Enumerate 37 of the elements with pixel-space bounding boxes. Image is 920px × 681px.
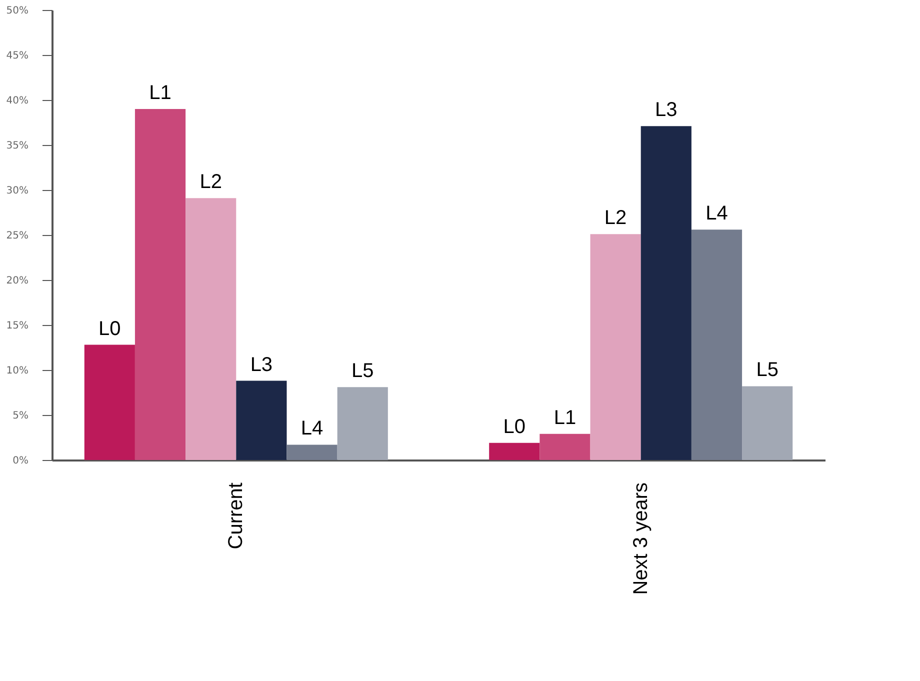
series-label: L4 — [300, 418, 324, 440]
series-label: L5 — [351, 360, 374, 382]
text: L5 — [756, 359, 778, 382]
y-tick-label: 10% — [6, 366, 28, 376]
text: L4 — [706, 202, 728, 225]
y-tick-label: 35% — [6, 140, 28, 152]
x-tick-label: Current — [225, 482, 248, 550]
text: L2 — [604, 207, 627, 230]
bar — [489, 442, 540, 460]
bar — [590, 234, 641, 460]
series-label: L1 — [149, 82, 172, 104]
y-tick-label: 30% — [6, 186, 28, 196]
bar — [691, 230, 742, 460]
text: L3 — [655, 99, 678, 122]
x-tick-label: Next 3 years — [630, 482, 652, 595]
y-tick-label: 5% — [12, 410, 28, 422]
y-tick-label: 25% — [6, 230, 28, 242]
text: L0 — [503, 416, 526, 438]
bar — [84, 344, 135, 460]
y-tick-label: 15% — [6, 320, 28, 332]
bar — [134, 109, 186, 460]
y-tick-label: 45% — [6, 50, 28, 62]
y-tick-label: 50% — [6, 6, 28, 16]
series-label: L2 — [200, 171, 222, 194]
bar — [286, 444, 338, 460]
bar — [337, 387, 388, 460]
bar — [186, 198, 236, 460]
bar — [540, 434, 590, 460]
bar — [742, 386, 793, 460]
y-tick-label: 0% — [12, 456, 28, 466]
series-label: L0 — [98, 318, 121, 340]
series-label: L3 — [250, 354, 273, 376]
bar — [640, 126, 692, 460]
text: L1 — [554, 406, 576, 429]
y-tick-label: 20% — [6, 276, 28, 286]
y-tick-label: 40% — [6, 96, 28, 106]
bar — [236, 380, 287, 460]
